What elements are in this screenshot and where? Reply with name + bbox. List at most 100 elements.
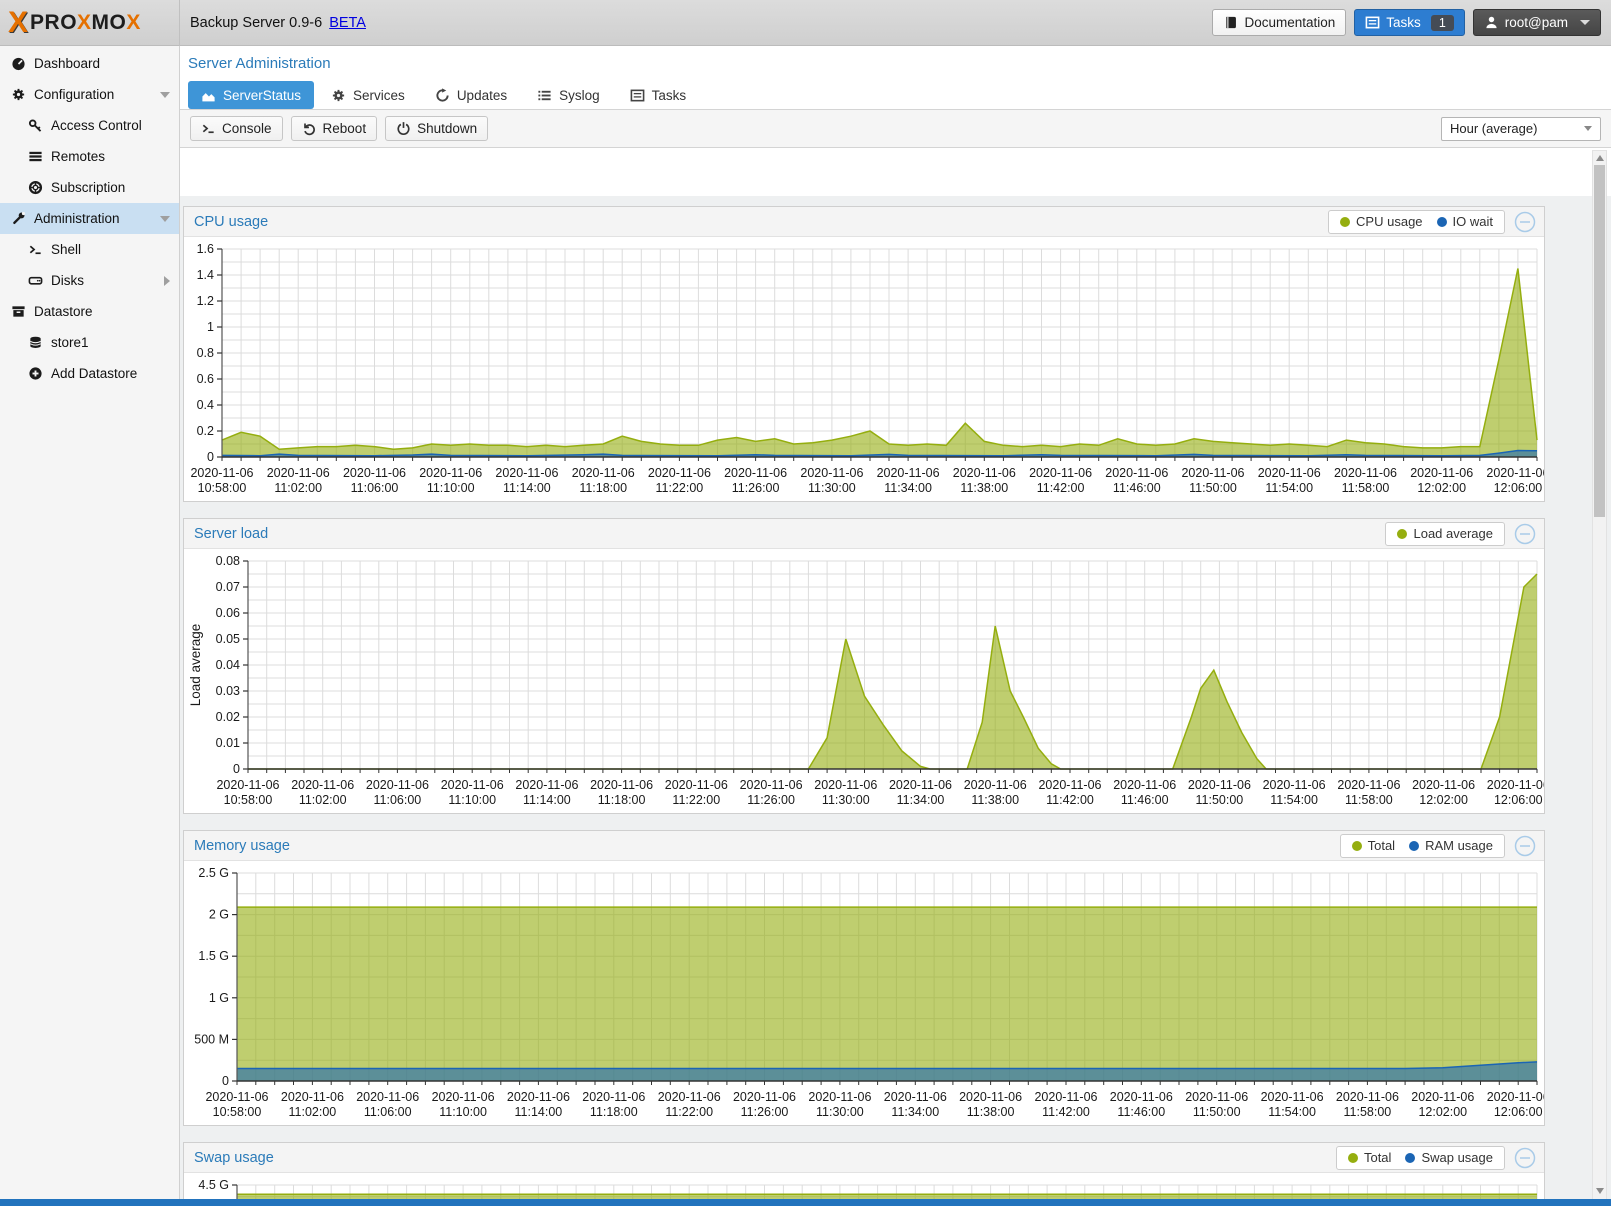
timeframe-select[interactable]: Hour (average) [1441,116,1601,141]
svg-text:11:18:00: 11:18:00 [579,481,627,495]
tab-updates[interactable]: Updates [422,81,520,109]
svg-text:11:26:00: 11:26:00 [732,481,780,495]
tab-syslog[interactable]: Syslog [524,81,613,109]
sidebar-item-access-control[interactable]: Access Control [0,110,179,141]
svg-text:0.04: 0.04 [216,658,240,672]
vertical-scrollbar[interactable] [1592,150,1607,1206]
scroll-up-arrow-icon[interactable] [1593,151,1606,165]
sidebar-item-subscription[interactable]: Subscription [0,172,179,203]
tab-serverstatus[interactable]: ServerStatus [188,81,315,109]
svg-text:2020-11-06: 2020-11-06 [665,778,728,792]
tab-services[interactable]: Services [318,81,418,109]
wrench-icon [10,211,27,226]
user-menu-button[interactable]: root@pam [1472,9,1601,36]
svg-text:2020-11-06: 2020-11-06 [814,778,877,792]
svg-text:2020-11-06: 2020-11-06 [281,1090,344,1104]
collapse-panel-button[interactable] [1514,523,1536,545]
svg-text:0.03: 0.03 [216,684,240,698]
tab-label: Tasks [651,87,687,103]
svg-text:1: 1 [207,320,214,334]
timeframe-value: Hour (average) [1450,121,1538,136]
tasks-icon [1365,15,1380,30]
legend-dot-icon [1347,1152,1358,1163]
tasks-button[interactable]: Tasks 1 [1354,9,1465,36]
svg-text:2020-11-06: 2020-11-06 [800,466,863,480]
tab-strip: ServerStatus Services Updates Syslog Tasks [180,76,1611,110]
chart-title: Server load [194,525,269,542]
sidebar-item-remotes[interactable]: Remotes [0,141,179,172]
tab-label: Updates [456,87,508,103]
undo-icon [302,121,317,136]
collapse-panel-button[interactable] [1514,1147,1536,1169]
svg-text:11:02:00: 11:02:00 [274,481,322,495]
svg-text:2020-11-06: 2020-11-06 [356,1090,419,1104]
reboot-button[interactable]: Reboot [290,116,378,141]
svg-text:2020-11-06: 2020-11-06 [1410,466,1473,480]
svg-text:11:02:00: 11:02:00 [289,1105,337,1119]
legend-label: Load average [1413,526,1493,541]
svg-text:1.5 G: 1.5 G [198,949,229,963]
scroll-down-arrow-icon[interactable] [1593,1184,1606,1198]
svg-text:2 G: 2 G [209,908,229,922]
legend-item: Swap usage [1405,1150,1493,1165]
scrollbar-thumb[interactable] [1594,165,1605,517]
svg-text:11:46:00: 11:46:00 [1117,1105,1165,1119]
sidebar-item-datastore[interactable]: Datastore [0,296,179,327]
life-ring-icon [27,180,44,195]
svg-text:11:42:00: 11:42:00 [1042,1105,1090,1119]
svg-text:11:26:00: 11:26:00 [747,793,795,807]
svg-text:2020-11-06: 2020-11-06 [733,1090,796,1104]
shutdown-button[interactable]: Shutdown [385,116,489,141]
svg-text:12:06:00: 12:06:00 [1494,1105,1543,1119]
sidebar-item-add-datastore[interactable]: Add Datastore [0,358,179,389]
panel-header: CPU usage CPU usage IO wait [184,207,1544,237]
beta-link[interactable]: BETA [329,14,366,31]
svg-text:2020-11-06: 2020-11-06 [419,466,482,480]
sidebar-item-administration[interactable]: Administration [0,203,179,234]
svg-text:11:06:00: 11:06:00 [364,1105,412,1119]
sidebar-item-dashboard[interactable]: Dashboard [0,48,179,79]
legend-label: Swap usage [1421,1150,1493,1165]
console-button[interactable]: Console [190,116,283,141]
documentation-label: Documentation [1244,15,1336,30]
chart-body: 0 0.01 0.02 0.03 0.04 0.05 0.06 0.07 0.08 2020-11… [184,549,1544,813]
sidebar-item-label: Configuration [34,87,115,102]
svg-text:2020-11-06: 2020-11-06 [964,778,1027,792]
svg-text:2020-11-06: 2020-11-06 [953,466,1016,480]
collapse-panel-button[interactable] [1514,835,1536,857]
tab-label: ServerStatus [223,87,302,103]
sidebar-item-store1[interactable]: store1 [0,327,179,358]
gear-icon [331,88,346,103]
svg-text:2020-11-06: 2020-11-06 [190,466,253,480]
terminal-icon [201,121,216,136]
app-header: X PROXMOX Backup Server 0.9-6 BETA Docum… [0,0,1611,46]
svg-text:0.05: 0.05 [216,632,240,646]
legend-label: CPU usage [1356,214,1423,229]
svg-text:2020-11-06: 2020-11-06 [1263,778,1326,792]
chevron-right-icon [164,275,170,286]
sidebar-item-disks[interactable]: Disks [0,265,179,296]
sidebar-item-shell[interactable]: Shell [0,234,179,265]
svg-text:0.02: 0.02 [216,710,240,724]
svg-text:0.07: 0.07 [216,580,240,594]
svg-text:2020-11-06: 2020-11-06 [1181,466,1244,480]
chart-title: Swap usage [194,1149,274,1166]
documentation-button[interactable]: Documentation [1212,9,1347,36]
svg-text:2020-11-06: 2020-11-06 [1336,1090,1399,1104]
proxmox-logo: X PROXMOX [0,0,180,46]
sidebar-item-label: Subscription [51,180,126,195]
svg-text:11:46:00: 11:46:00 [1121,793,1169,807]
chevron-down-icon [160,91,170,98]
svg-text:11:58:00: 11:58:00 [1342,481,1390,495]
sidebar-item-configuration[interactable]: Configuration [0,79,179,110]
list-icon [537,88,552,103]
legend-dot-icon [1397,528,1408,539]
panel-header: Swap usage Total Swap usage [184,1143,1544,1173]
svg-text:0.08: 0.08 [216,554,240,568]
collapse-panel-button[interactable] [1514,211,1536,233]
tab-tasks[interactable]: Tasks [617,81,700,109]
chart-legend: Load average [1385,521,1505,546]
svg-text:2020-11-06: 2020-11-06 [1188,778,1251,792]
svg-text:11:30:00: 11:30:00 [822,793,870,807]
